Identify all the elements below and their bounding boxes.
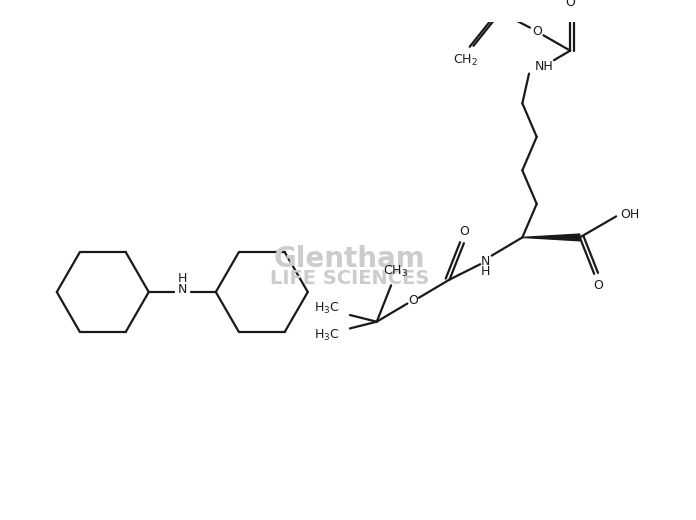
- Text: O: O: [459, 225, 469, 238]
- Text: O: O: [593, 279, 603, 292]
- Text: OH: OH: [620, 208, 639, 221]
- Text: H: H: [481, 265, 491, 278]
- Text: O: O: [532, 25, 541, 38]
- Text: O: O: [408, 294, 418, 307]
- Polygon shape: [522, 234, 580, 241]
- Text: CH$_2$: CH$_2$: [453, 53, 478, 68]
- Text: NH: NH: [535, 60, 554, 73]
- Text: CH$_3$: CH$_3$: [383, 264, 409, 279]
- Text: N: N: [481, 255, 491, 268]
- Text: N: N: [177, 283, 187, 296]
- Text: H$_3$C: H$_3$C: [314, 328, 340, 343]
- Text: H: H: [177, 272, 187, 285]
- Text: LIFE SCIENCES: LIFE SCIENCES: [270, 269, 429, 288]
- Text: Glentham: Glentham: [274, 245, 426, 274]
- Text: O: O: [565, 0, 575, 9]
- Text: H$_3$C: H$_3$C: [314, 301, 340, 316]
